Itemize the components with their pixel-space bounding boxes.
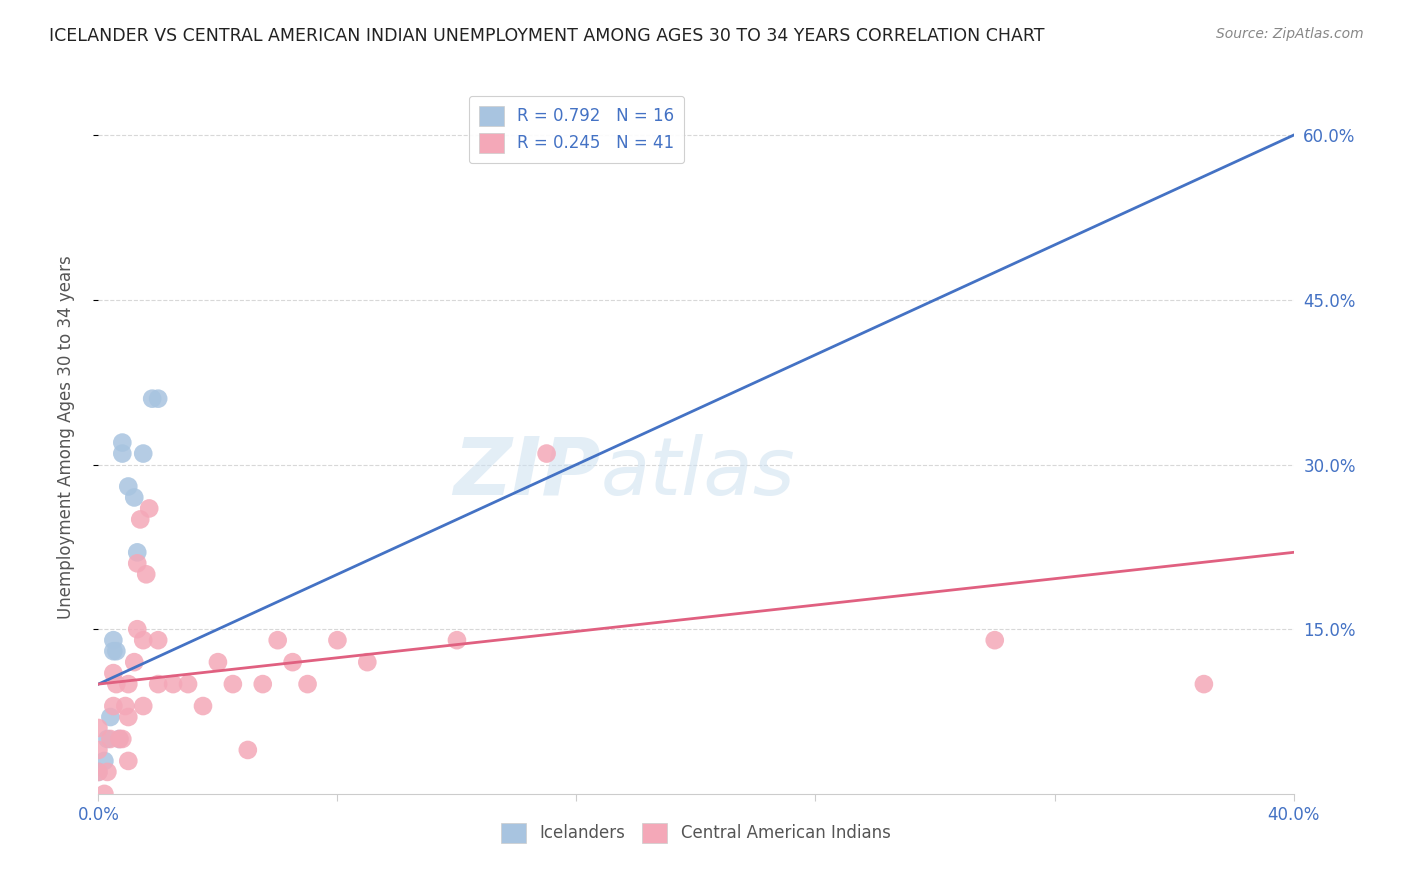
Point: [207, 655, 229, 669]
Text: atlas: atlas: [600, 434, 796, 512]
Point: [148, 677, 170, 691]
Point: [103, 633, 125, 648]
Point: [141, 392, 163, 406]
Point: [108, 731, 131, 746]
Point: [96, 731, 118, 746]
Point: [536, 446, 558, 460]
Point: [124, 491, 146, 505]
Point: [132, 699, 155, 714]
Point: [446, 633, 468, 648]
Point: [132, 633, 155, 648]
Point: [127, 622, 149, 636]
Point: [103, 699, 125, 714]
Point: [326, 633, 349, 648]
Point: [117, 710, 139, 724]
Point: [984, 633, 1007, 648]
Point: [117, 754, 139, 768]
Point: [127, 557, 149, 571]
Text: Source: ZipAtlas.com: Source: ZipAtlas.com: [1216, 27, 1364, 41]
Point: [114, 699, 136, 714]
Point: [93, 787, 115, 801]
Point: [162, 677, 184, 691]
Point: [108, 731, 131, 746]
Point: [96, 764, 118, 779]
Point: [103, 666, 125, 681]
Point: [148, 633, 170, 648]
Point: [132, 446, 155, 460]
Point: [111, 446, 134, 460]
Point: [117, 479, 139, 493]
Point: [135, 567, 157, 582]
Point: [252, 677, 274, 691]
Point: [117, 677, 139, 691]
Point: [148, 392, 170, 406]
Point: [87, 721, 110, 735]
Point: [236, 743, 259, 757]
Point: [93, 754, 115, 768]
Point: [87, 764, 110, 779]
Point: [105, 677, 128, 691]
Point: [98, 710, 122, 724]
Point: [87, 764, 110, 779]
Point: [129, 512, 152, 526]
Point: [222, 677, 245, 691]
Point: [177, 677, 200, 691]
Point: [127, 545, 149, 559]
Point: [87, 743, 110, 757]
Point: [297, 677, 319, 691]
Text: ZIP: ZIP: [453, 434, 600, 512]
Point: [138, 501, 160, 516]
Point: [356, 655, 378, 669]
Point: [281, 655, 304, 669]
Y-axis label: Unemployment Among Ages 30 to 34 years: Unemployment Among Ages 30 to 34 years: [56, 255, 75, 619]
Point: [191, 699, 214, 714]
Point: [267, 633, 290, 648]
Point: [103, 644, 125, 658]
Point: [111, 435, 134, 450]
Point: [98, 731, 122, 746]
Text: ICELANDER VS CENTRAL AMERICAN INDIAN UNEMPLOYMENT AMONG AGES 30 TO 34 YEARS CORR: ICELANDER VS CENTRAL AMERICAN INDIAN UNE…: [49, 27, 1045, 45]
Point: [1192, 677, 1215, 691]
Legend: Icelanders, Central American Indians: Icelanders, Central American Indians: [495, 816, 897, 850]
Point: [111, 731, 134, 746]
Point: [124, 655, 146, 669]
Point: [105, 644, 128, 658]
